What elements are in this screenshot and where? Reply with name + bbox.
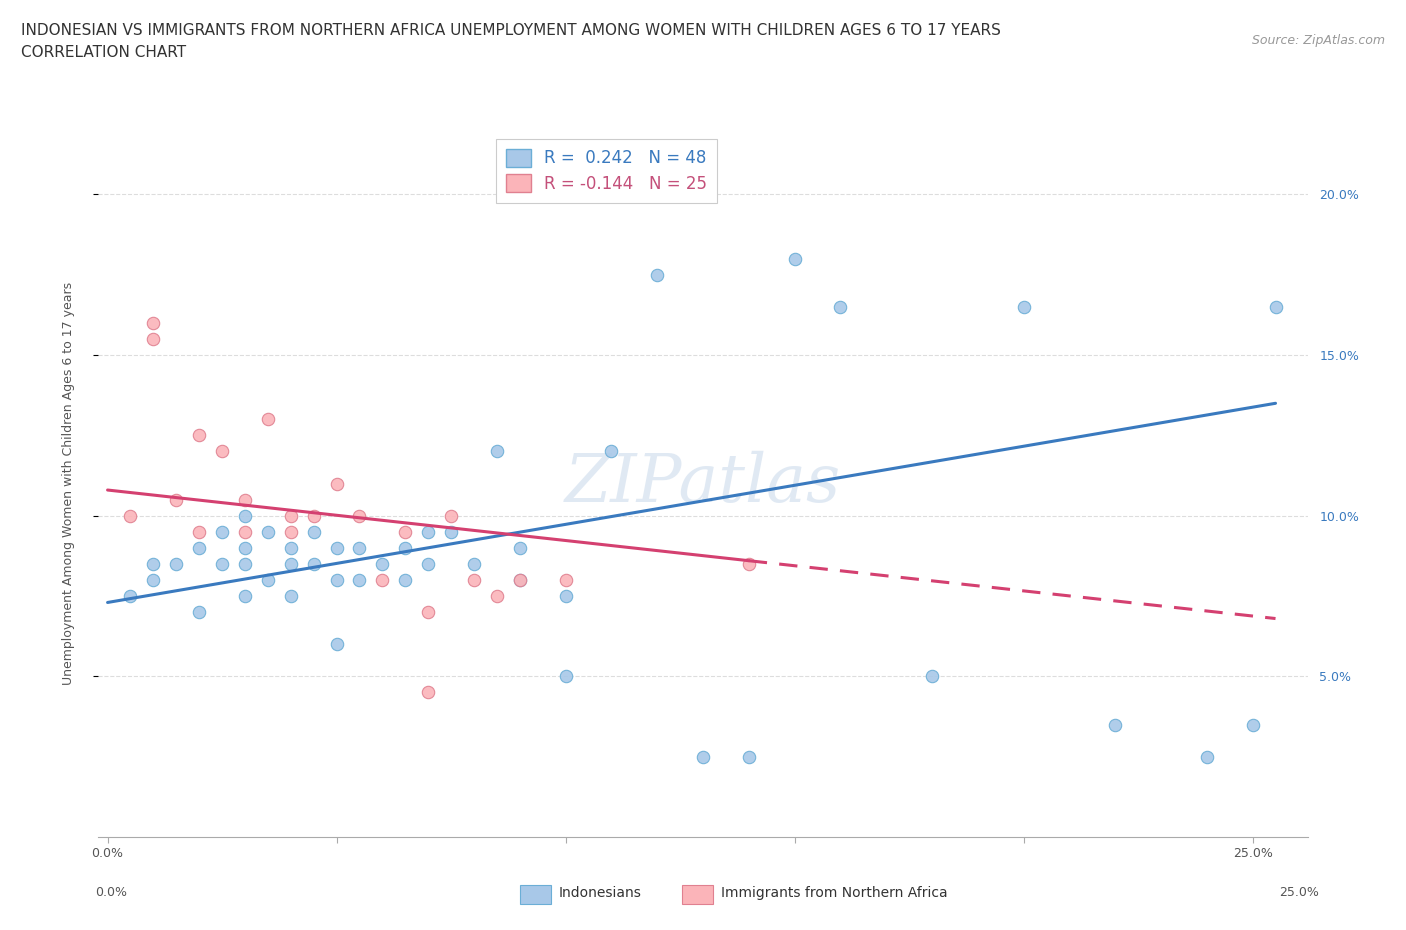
Text: 25.0%: 25.0% (1279, 886, 1319, 899)
Point (233, 492, 256, 507)
Point (188, 428, 211, 443)
Point (1012, 299, 1035, 314)
Point (211, 525, 233, 539)
Text: ZIPatlas: ZIPatlas (565, 451, 841, 516)
Point (142, 556, 165, 571)
Point (485, 444, 508, 458)
Point (1195, 750, 1218, 764)
Point (738, 750, 761, 764)
Point (142, 332, 165, 347)
Point (302, 525, 325, 539)
Point (233, 509, 256, 524)
Text: INDONESIAN VS IMMIGRANTS FROM NORTHERN AFRICA UNEMPLOYMENT AMONG WOMEN WITH CHIL: INDONESIAN VS IMMIGRANTS FROM NORTHERN A… (21, 23, 1001, 38)
Point (554, 669, 576, 684)
Point (554, 589, 576, 604)
Point (1104, 717, 1126, 732)
Point (600, 444, 623, 458)
Point (783, 251, 806, 266)
Point (142, 573, 165, 588)
Point (257, 573, 280, 588)
Point (233, 540, 256, 555)
Point (211, 444, 233, 458)
Point (280, 540, 302, 555)
Point (188, 540, 211, 555)
Point (302, 509, 325, 524)
Point (165, 556, 187, 571)
Text: Source: ZipAtlas.com: Source: ZipAtlas.com (1251, 34, 1385, 47)
Point (280, 556, 302, 571)
Point (233, 556, 256, 571)
Point (440, 509, 463, 524)
Point (302, 556, 325, 571)
Y-axis label: Unemployment Among Women with Children Ages 6 to 17 years: Unemployment Among Women with Children A… (62, 282, 75, 685)
Point (325, 540, 347, 555)
Point (418, 556, 440, 571)
Point (325, 637, 347, 652)
Point (120, 589, 142, 604)
Point (349, 509, 371, 524)
Point (188, 525, 211, 539)
Point (349, 573, 371, 588)
Point (142, 315, 165, 330)
Point (280, 589, 302, 604)
Point (211, 556, 233, 571)
Point (463, 556, 485, 571)
Point (257, 525, 280, 539)
Point (349, 540, 371, 555)
Text: Immigrants from Northern Africa: Immigrants from Northern Africa (721, 885, 948, 900)
Point (325, 476, 347, 491)
Point (394, 525, 416, 539)
Point (645, 267, 668, 282)
Text: 0.0%: 0.0% (96, 886, 128, 899)
Point (418, 525, 440, 539)
Point (418, 604, 440, 619)
Point (418, 685, 440, 700)
Point (554, 573, 576, 588)
Point (1241, 717, 1264, 732)
Point (257, 412, 280, 427)
Legend: R =  0.242   N = 48, R = -0.144   N = 25: R = 0.242 N = 48, R = -0.144 N = 25 (495, 139, 717, 203)
Point (1264, 299, 1286, 314)
Point (325, 573, 347, 588)
Point (485, 589, 508, 604)
Point (509, 540, 531, 555)
Point (738, 556, 761, 571)
Point (165, 492, 187, 507)
Point (188, 604, 211, 619)
Point (120, 509, 142, 524)
Point (921, 669, 943, 684)
Point (463, 573, 485, 588)
Text: CORRELATION CHART: CORRELATION CHART (21, 45, 186, 60)
Text: Indonesians: Indonesians (558, 885, 641, 900)
Point (394, 540, 416, 555)
Point (233, 589, 256, 604)
Point (280, 525, 302, 539)
Point (394, 573, 416, 588)
Point (371, 556, 394, 571)
Point (830, 299, 852, 314)
Point (280, 509, 302, 524)
Point (509, 573, 531, 588)
Point (233, 525, 256, 539)
Point (371, 573, 394, 588)
Point (509, 573, 531, 588)
Point (440, 525, 463, 539)
Point (692, 750, 714, 764)
